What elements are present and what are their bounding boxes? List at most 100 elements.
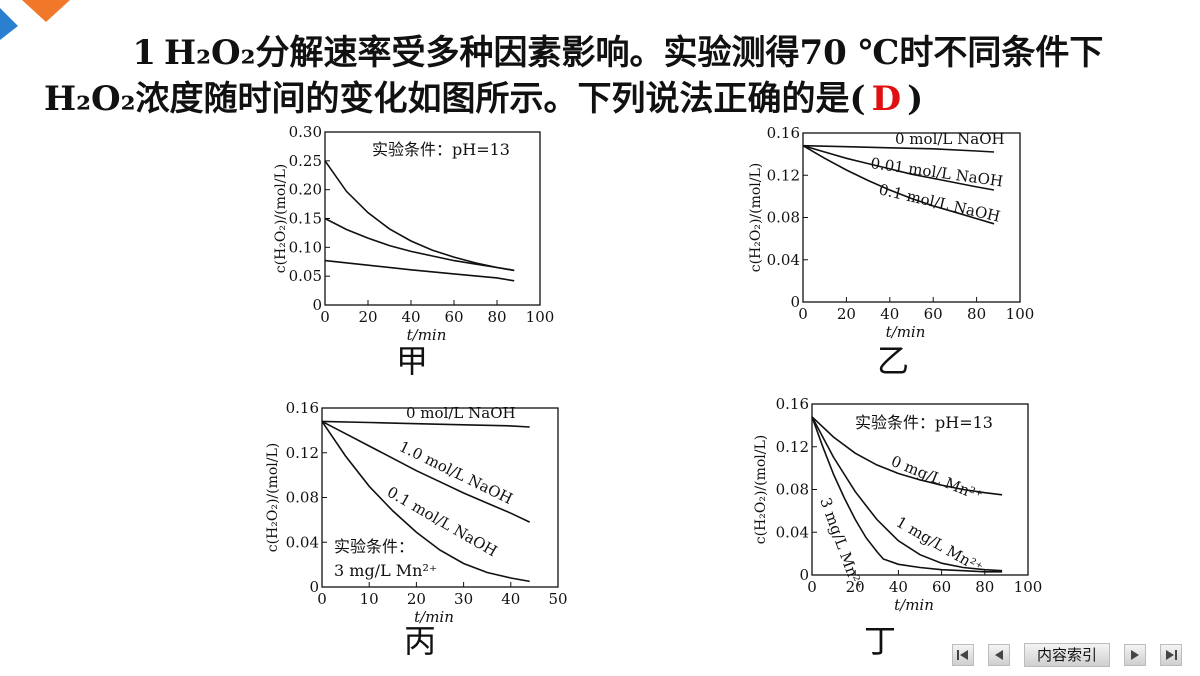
x-axis-label: t/min [894,596,934,614]
y-tick-label: 0.04 [776,523,809,541]
x-axis-label: t/min [407,326,447,344]
condition-annotation: 实验条件：pH=13 [855,413,993,432]
chart-panel-4: 0 20 40 60 80 100 0 0.04 0.08 0.12 0.16 t/min c(H₂O₂… [753,395,1042,660]
x-tick-label: 0 [320,308,330,326]
y-tick-label: 0.12 [776,438,809,456]
x-axis-label: t/min [886,323,926,341]
y-axis-label: c(H₂O₂)/(mol/L) [748,163,764,273]
x-tick-label: 80 [487,308,506,326]
x-tick-label: 60 [924,305,943,323]
x-tick-label: 0 [317,590,327,608]
series-line-1 [321,420,530,428]
y-axis-label: c(H₂O₂)/(mol/L) [273,164,289,274]
panel-label: 丁 [864,622,896,660]
x-tick-label: 60 [932,578,951,596]
x-tick-label: 60 [444,308,463,326]
y-tick-label: 0 [309,578,319,596]
x-tick-label: 40 [401,308,420,326]
x-tick-label: 80 [967,305,986,323]
y-tick-label: 0.04 [286,533,319,551]
series-label-2: 1 mg/L Mn²⁺ [893,513,986,577]
y-tick-label: 0.08 [776,481,809,499]
x-tick-label: 0 [807,578,817,596]
answer-mark: D [871,79,902,119]
y-axis-label: c(H₂O₂)/(mol/L) [265,443,281,553]
y-tick-label: 0.12 [286,444,319,462]
x-tick-label: 100 [1014,578,1043,596]
condition-annotation: 实验条件：pH=13 [372,140,510,159]
x-tick-label: 20 [407,590,426,608]
y-tick-label: 0.25 [289,152,322,170]
panel-label: 丙 [404,622,436,660]
x-tick-label: 50 [548,590,567,608]
y-tick-label: 0.08 [767,209,800,227]
question-stem-2: H₂O₂浓度随时间的变化如图所示。下列说法正确的是( [44,79,866,119]
question-text: 1 H₂O₂分解速率受多种因素影响。实验测得70 ℃时不同条件下 H₂O₂浓度随时… [44,30,1174,122]
y-tick-label: 0.05 [289,267,322,285]
series-line-3 [802,145,995,225]
x-tick-label: 40 [501,590,520,608]
condition-annotation: 实验条件： [334,537,414,556]
series-line-3 [324,259,515,282]
y-tick-label: 0.20 [289,181,322,199]
x-tick-label: 20 [846,578,865,596]
first-page-button[interactable] [952,644,974,666]
chart-panel-3: 0 10 20 30 40 50 0 0.04 0.08 0.12 0.16 t/min c(H₂O₂)… [265,399,568,660]
nav-bar: 内容索引 [952,642,1196,668]
y-tick-label: 0.16 [286,399,319,417]
chart-panel-2: 0 20 40 60 80 100 0 0.04 0.08 0.12 0.16 t/min c(H₂O₂… [748,124,1034,380]
series-label-1: 0 mol/L NaOH [895,130,1005,148]
y-tick-label: 0.16 [767,124,800,142]
y-axis-label: c(H₂O₂)/(mol/L) [753,435,769,545]
x-tick-label: 30 [454,590,473,608]
question-stem-1: H₂O₂分解速率受多种因素影响。实验测得70 ℃时不同条件下 [164,33,1104,73]
x-tick-label: 80 [975,578,994,596]
question-line-2: H₂O₂浓度随时间的变化如图所示。下列说法正确的是(D) [44,76,1174,122]
y-tick-label: 0.15 [289,210,322,228]
series-line-2 [811,416,1003,572]
series-line-3 [811,416,1003,573]
y-tick-label: 0.04 [767,251,800,269]
question-line-1: 1 H₂O₂分解速率受多种因素影响。实验测得70 ℃时不同条件下 [44,30,1174,76]
x-tick-label: 10 [360,590,379,608]
panel-label: 甲 [396,342,428,380]
corner-decoration [0,0,70,40]
chart-panel-1: 0 20 40 60 80 100 0 0.05 0.10 0.15 0.20 0.25 0.30 t/m… [273,123,554,380]
series-label-1: 0 mg/L Mn²⁺ [889,452,986,505]
question-stem-close: ) [907,79,924,119]
content-index-button[interactable]: 内容索引 [1024,643,1111,667]
y-tick-label: 0 [790,293,800,311]
next-page-button[interactable] [1124,644,1147,666]
y-tick-label: 0.16 [776,395,809,413]
prev-page-button[interactable] [988,644,1010,666]
last-page-icon [1166,650,1178,660]
question-number: 1 [132,33,156,73]
series-line-2 [321,420,531,523]
series-line-2 [324,217,515,272]
x-tick-label: 20 [358,308,377,326]
series-line-3 [321,420,530,583]
x-tick-label: 40 [889,578,908,596]
x-tick-label: 100 [526,308,555,326]
x-axis-label: t/min [414,608,454,626]
y-tick-label: 0.12 [767,166,800,184]
y-tick-label: 0 [312,296,322,314]
last-page-button[interactable] [1160,644,1183,666]
condition-annotation-value: 3 mg/L Mn²⁺ [334,561,437,580]
x-tick-label: 20 [837,305,856,323]
y-tick-label: 0.10 [289,238,322,256]
series-label-3: 3 mg/L Mn²⁺ [816,495,866,592]
series-label-1: 0 mol/L NaOH [406,404,516,422]
series-line-2 [802,144,995,191]
y-tick-label: 0 [799,566,809,584]
series-line-1 [811,416,1003,496]
x-tick-label: 100 [1006,305,1035,323]
prev-page-icon [995,650,1003,660]
panel-label: 乙 [877,342,909,380]
first-page-icon [957,650,968,660]
y-tick-label: 0.30 [289,123,322,141]
x-tick-label: 0 [798,305,808,323]
next-page-icon [1131,650,1140,660]
x-tick-label: 40 [880,305,899,323]
